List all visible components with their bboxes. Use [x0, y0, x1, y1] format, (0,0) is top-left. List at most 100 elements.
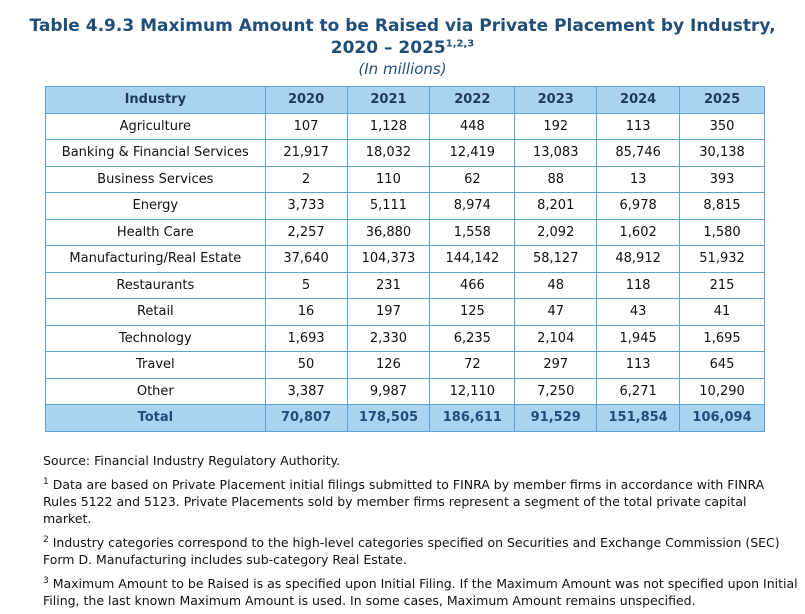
cell: 113 — [596, 351, 681, 379]
title-superscript: 1,2,3 — [445, 38, 475, 50]
cell: 30,138 — [679, 139, 765, 167]
row-label: Banking & Financial Services — [45, 139, 266, 167]
cell: 8,815 — [679, 192, 765, 220]
subtitle: (In millions) — [358, 60, 447, 78]
cell: 466 — [429, 271, 516, 299]
cell: 2,104 — [514, 324, 598, 352]
row-label: Health Care — [45, 218, 266, 246]
cell: 118 — [596, 271, 681, 299]
cell: 178,505 — [346, 404, 431, 432]
cell: 1,580 — [679, 218, 765, 246]
cell: 48,912 — [596, 245, 681, 273]
table-row: Business Services 2 110 62 88 13 393 — [45, 165, 765, 193]
cell: 51,932 — [679, 245, 765, 273]
footnote: 1 Data are based on Private Placement in… — [43, 474, 798, 527]
cell: 72 — [429, 351, 516, 379]
cell: 350 — [679, 112, 765, 140]
cell: 21,917 — [264, 139, 348, 167]
table-row: Travel 50 126 72 297 113 645 — [45, 351, 765, 379]
cell: 8,974 — [429, 192, 516, 220]
footnote-mark: 1 — [43, 477, 49, 487]
cell: 91,529 — [514, 404, 598, 432]
cell: 6,978 — [596, 192, 681, 220]
cell: 2023 — [514, 86, 598, 114]
footnote-text: Industry categories correspond to the hi… — [43, 535, 780, 568]
footnote-mark: 2 — [43, 535, 49, 546]
footnote: 2 Industry categories correspond to the … — [43, 532, 798, 568]
cell: 192 — [514, 112, 598, 140]
cell: 215 — [679, 271, 765, 299]
cell: 10,290 — [679, 377, 765, 405]
cell: 1,945 — [596, 324, 681, 352]
cell: 2,330 — [346, 324, 431, 352]
cell: 1,695 — [679, 324, 765, 352]
cell: 2,092 — [514, 218, 598, 246]
cell: 2025 — [679, 86, 765, 114]
cell: 13,083 — [514, 139, 598, 167]
cell: 448 — [429, 112, 516, 140]
row-label: Industry — [45, 86, 266, 114]
cell: 2 — [264, 165, 348, 193]
cell: 18,032 — [346, 139, 431, 167]
data-table: Industry 2020 2021 2022 2023 2024 2025 Agricult… — [45, 86, 765, 432]
row-label: Travel — [45, 351, 266, 379]
table-row: Other 3,387 9,987 12,110 7,250 6,271 10,290 — [45, 377, 765, 405]
cell: 9,987 — [346, 377, 431, 405]
row-label: Other — [45, 377, 266, 405]
cell: 104,373 — [346, 245, 431, 273]
cell: 144,142 — [429, 245, 516, 273]
title-years: 2020 – 2025 — [330, 38, 446, 58]
cell: 297 — [514, 351, 598, 379]
cell: 7,250 — [514, 377, 598, 405]
cell: 5,111 — [346, 192, 431, 220]
footnote-text: Maximum Amount to be Raised is as specif… — [43, 576, 798, 609]
row-label: Energy — [45, 192, 266, 220]
cell: 110 — [346, 165, 431, 193]
cell: 2024 — [596, 86, 681, 114]
title: Table 4.9.3 Maximum Amount to be Raised … — [29, 16, 776, 36]
table-row: Agriculture 107 1,128 448 192 113 350 — [45, 112, 765, 140]
cell: 393 — [679, 165, 765, 193]
cell: 37,640 — [264, 245, 348, 273]
cell: 645 — [679, 351, 765, 379]
cell: 1,128 — [346, 112, 431, 140]
cell: 50 — [264, 351, 348, 379]
cell: 126 — [346, 351, 431, 379]
table-row: Manufacturing/Real Estate 37,640 104,373 14… — [45, 245, 765, 273]
notes: Source: Financial Industry Regulatory Au… — [43, 452, 798, 614]
cell: 62 — [429, 165, 516, 193]
title-line2: 2020 – 20251,2,3 — [0, 38, 805, 58]
table-row: Retail 16 197 125 47 43 41 — [45, 298, 765, 326]
row-label: Total — [45, 404, 266, 432]
table-row: Banking & Financial Services 21,917 18,032… — [45, 139, 765, 167]
table-row: Health Care 2,257 36,880 1,558 2,092 1,602 1,5… — [45, 218, 765, 246]
row-label: Technology — [45, 324, 266, 352]
cell: 2022 — [429, 86, 516, 114]
table-row: Total 70,807 178,505 186,611 91,529 151,854 10… — [45, 404, 765, 432]
table-row: Energy 3,733 5,111 8,974 8,201 6,978 8,815 — [45, 192, 765, 220]
cell: 41 — [679, 298, 765, 326]
cell: 58,127 — [514, 245, 598, 273]
source: Source: Financial Industry Regulatory Au… — [43, 453, 341, 468]
row-label: Restaurants — [45, 271, 266, 299]
cell: 70,807 — [264, 404, 348, 432]
cell: 85,746 — [596, 139, 681, 167]
cell: 47 — [514, 298, 598, 326]
row-label: Retail — [45, 298, 266, 326]
table-row: Restaurants 5 231 466 48 118 215 — [45, 271, 765, 299]
cell: 2020 — [264, 86, 348, 114]
row-label: Business Services — [45, 165, 266, 193]
cell: 3,733 — [264, 192, 348, 220]
cell: 197 — [346, 298, 431, 326]
cell: 1,693 — [264, 324, 348, 352]
row-label: Agriculture — [45, 112, 266, 140]
cell: 107 — [264, 112, 348, 140]
cell: 2021 — [346, 86, 431, 114]
cell: 2,257 — [264, 218, 348, 246]
table-row: Industry 2020 2021 2022 2023 2024 2025 — [45, 86, 765, 114]
cell: 36,880 — [346, 218, 431, 246]
cell: 125 — [429, 298, 516, 326]
cell: 16 — [264, 298, 348, 326]
footnote: 3 Maximum Amount to be Raised is as spec… — [43, 573, 798, 609]
cell: 5 — [264, 271, 348, 299]
